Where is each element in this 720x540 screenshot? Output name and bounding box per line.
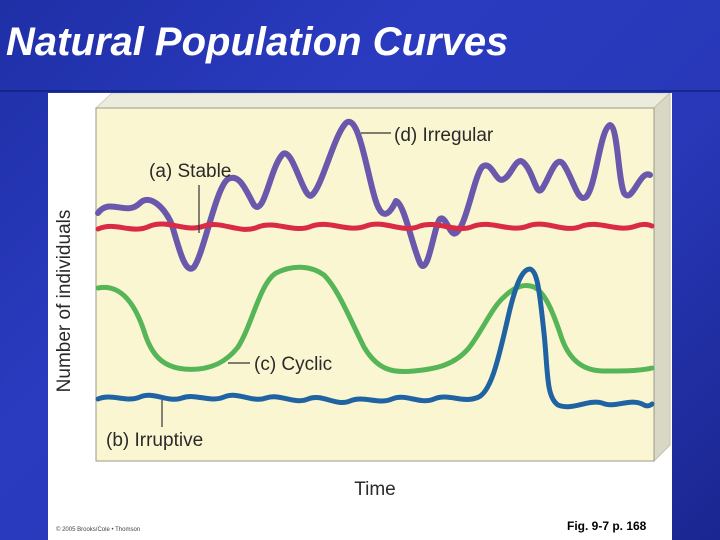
series-label-b-irruptive: (b) Irruptive [106,430,203,451]
figure-reference: Fig. 9-7 p. 168 [567,519,647,533]
box-top-face [94,93,671,109]
series-label-c-cyclic: (c) Cyclic [254,354,332,375]
series-c-cyclic-line [95,264,655,375]
series-label-a-stable: (a) Stable [149,161,231,182]
series-b-irruptive-line [95,266,655,410]
series-d-irregular-line [95,118,653,272]
x-axis-label: Time [354,479,396,500]
copyright-credit: © 2005 Brooks/Cole • Thomson [56,527,141,533]
population-curves-chart: (d) Irregular (a) Stable (c) Cyclic (b) … [54,93,671,500]
y-axis-label: Number of individuals [54,210,75,393]
title-divider [0,90,720,92]
figure-panel: (d) Irregular (a) Stable (c) Cyclic (b) … [48,93,672,540]
box-side-face [653,93,671,463]
slide-title: Natural Population Curves [6,20,509,64]
series-label-d-irregular: (d) Irregular [394,125,494,146]
